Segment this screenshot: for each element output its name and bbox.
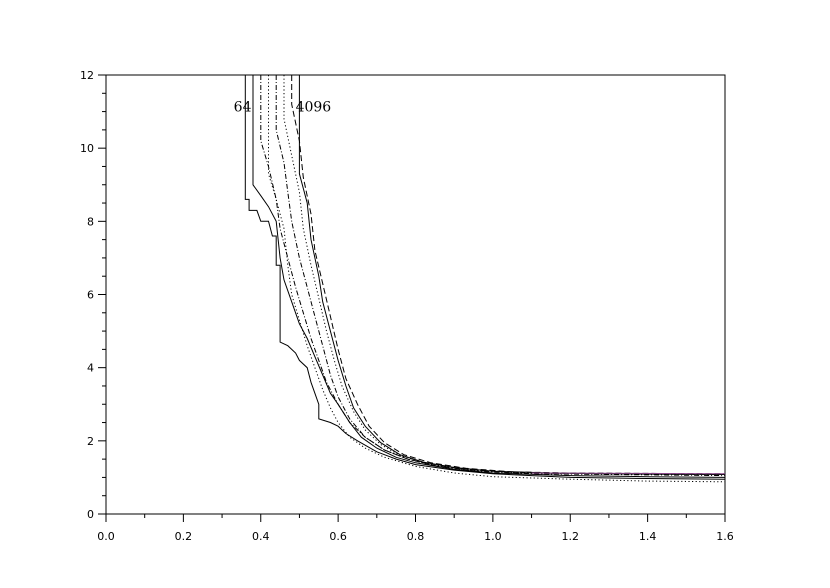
y-tick-label: 10 (80, 142, 94, 155)
x-tick-label: 1.4 (639, 530, 657, 543)
x-tick-label: 0.8 (407, 530, 425, 543)
plot-frame (105, 74, 726, 515)
x-tick-label: 1.2 (562, 530, 580, 543)
series-line-1 (244, 75, 725, 480)
x-tick-label: 0.6 (329, 530, 347, 543)
x-tick-label: 0.2 (175, 530, 193, 543)
y-tick-label: 4 (87, 362, 94, 375)
y-tick-label: 6 (87, 289, 94, 302)
y-tick-label: 12 (80, 69, 94, 82)
series-line-9 (531, 472, 725, 475)
series-line-4 (268, 75, 725, 483)
series-line-3 (260, 75, 725, 477)
series-line-7 (291, 75, 725, 475)
y-tick-label: 2 (87, 435, 94, 448)
axes-layer: 0.0 0.2 0.4 0.6 0.8 1.0 1.2 1.4 1.6 0 2 4 6 8 10 12 (80, 69, 734, 543)
series-line-5 (275, 75, 725, 475)
series-line-6 (283, 75, 725, 475)
annotation-label-2: 4096 (296, 100, 332, 116)
series-line-2 (252, 75, 725, 478)
x-tick-label: 1.0 (484, 530, 502, 543)
plot-area (105, 74, 726, 515)
annotations-layer: 64 4096 (234, 100, 332, 116)
annotation-label-1: 64 (234, 100, 252, 116)
y-tick-label: 8 (87, 215, 94, 228)
series-line-8 (298, 75, 725, 475)
x-tick-label: 0.0 (97, 530, 115, 543)
y-tick-label: 0 (87, 508, 94, 521)
x-tick-label: 1.6 (716, 530, 734, 543)
x-tick-label: 0.4 (252, 530, 270, 543)
series-layer (244, 75, 725, 483)
